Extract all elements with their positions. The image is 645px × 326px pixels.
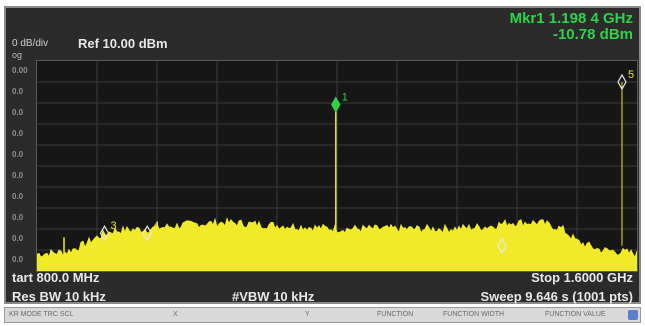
status-y[interactable]: Y — [305, 311, 310, 318]
trace-indicator-icon — [497, 237, 507, 255]
status-bar: KR MODE TRC SCL X Y FUNCTION FUNCTION WI… — [4, 307, 641, 323]
graticule-label: 0.0 — [12, 171, 24, 180]
marker-4-diamond — [142, 224, 152, 242]
marker-readout-frequency: Mkr1 1.198 4 GHz — [509, 10, 633, 27]
status-x[interactable]: X — [173, 311, 178, 318]
spectrum-plot[interactable]: 1 3 4 5 — [36, 60, 638, 272]
reference-level: Ref 10.00 dBm — [78, 36, 168, 51]
graticule-label: 0.0 — [12, 87, 24, 96]
graticule-label: 0.0 — [12, 129, 24, 138]
marker-readout-level: -10.78 dBm — [552, 26, 633, 43]
start-frequency: tart 800.0 MHz — [12, 270, 100, 285]
graticule-label: 0.0 — [12, 108, 24, 117]
marker-3-diamond — [99, 224, 110, 242]
stop-frequency: Stop 1.6000 GHz — [531, 270, 633, 285]
status-function-value[interactable]: FUNCTION VALUE — [545, 311, 606, 318]
graticule-label: 0.0 — [12, 150, 24, 159]
status-mode[interactable]: KR MODE TRC SCL — [9, 311, 74, 318]
graticule-label: 0.0 — [12, 255, 24, 264]
status-function-width[interactable]: FUNCTION WIDTH — [443, 311, 505, 318]
marker-1-label: 1 — [342, 92, 348, 104]
graticule-label: 0.0 — [12, 234, 24, 243]
analyzer-screen: Mkr1 1.198 4 GHz -10.78 dBm 0 dB/div Ref… — [4, 6, 641, 304]
graticule-label: 0.00 — [12, 66, 28, 75]
graticule-label: 0.0 — [12, 192, 24, 201]
scale-per-division: 0 dB/div — [12, 38, 49, 49]
sweep-time: Sweep 9.646 s (1001 pts) — [480, 289, 633, 304]
resolution-bandwidth: Res BW 10 kHz — [12, 289, 106, 304]
graticule-label: 0.0 — [12, 213, 24, 222]
marker-5-label: 5 — [628, 69, 634, 81]
marker-3-label: 3 — [111, 220, 117, 232]
spectrum-trace-svg: 1 3 4 5 — [37, 61, 637, 271]
marker-5-diamond — [617, 73, 627, 91]
spectrum-trace — [37, 217, 637, 271]
status-function[interactable]: FUNCTION — [377, 311, 414, 318]
status-indicator-icon — [628, 310, 638, 320]
marker-1-diamond — [331, 96, 341, 113]
video-bandwidth: #VBW 10 kHz — [232, 289, 315, 304]
marker-4-label: 4 — [153, 220, 159, 232]
scale-type: og — [12, 50, 23, 60]
